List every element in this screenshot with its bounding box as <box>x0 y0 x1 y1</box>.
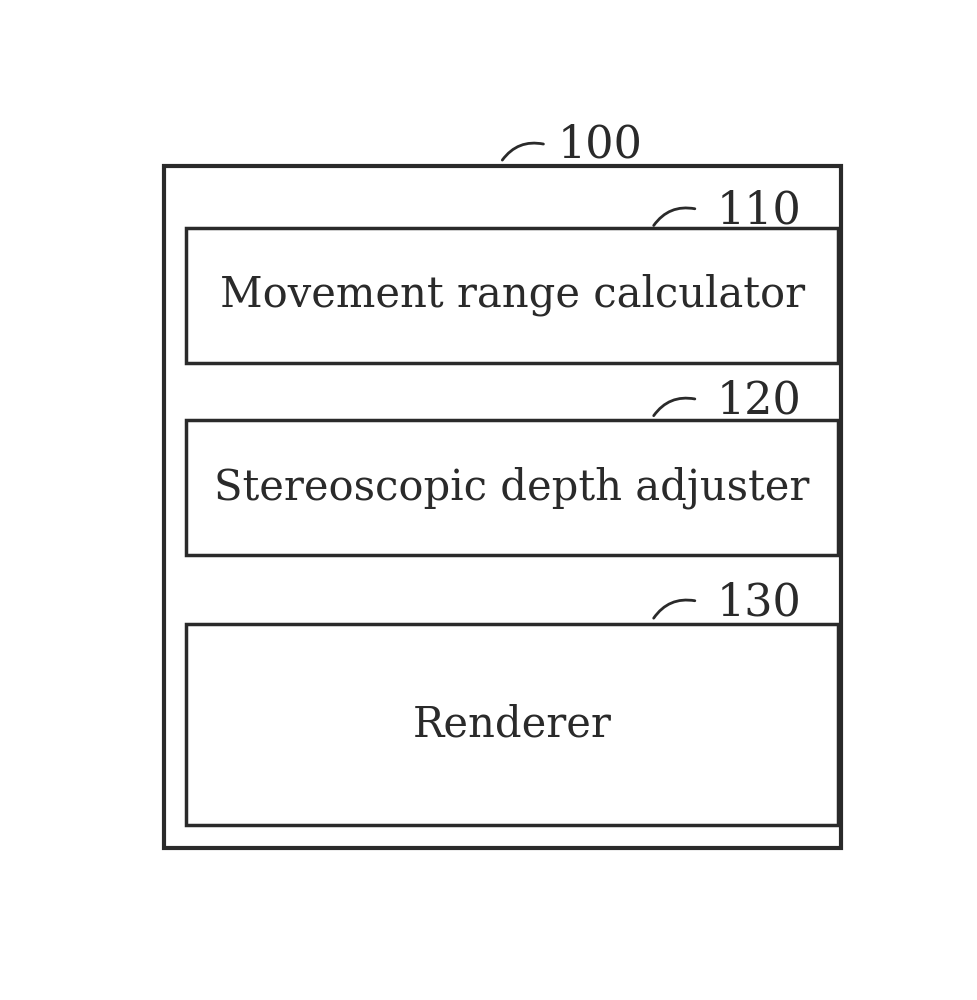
Text: 110: 110 <box>716 189 801 232</box>
Text: Renderer: Renderer <box>412 703 612 745</box>
Text: 130: 130 <box>716 581 801 624</box>
Text: Movement range calculator: Movement range calculator <box>220 274 805 316</box>
Bar <box>187 420 837 555</box>
Bar <box>187 228 837 363</box>
Bar <box>164 166 841 848</box>
Text: Stereoscopic depth adjuster: Stereoscopic depth adjuster <box>214 466 810 509</box>
Text: 120: 120 <box>716 379 801 423</box>
Text: 100: 100 <box>558 123 643 166</box>
Bar <box>187 624 837 825</box>
